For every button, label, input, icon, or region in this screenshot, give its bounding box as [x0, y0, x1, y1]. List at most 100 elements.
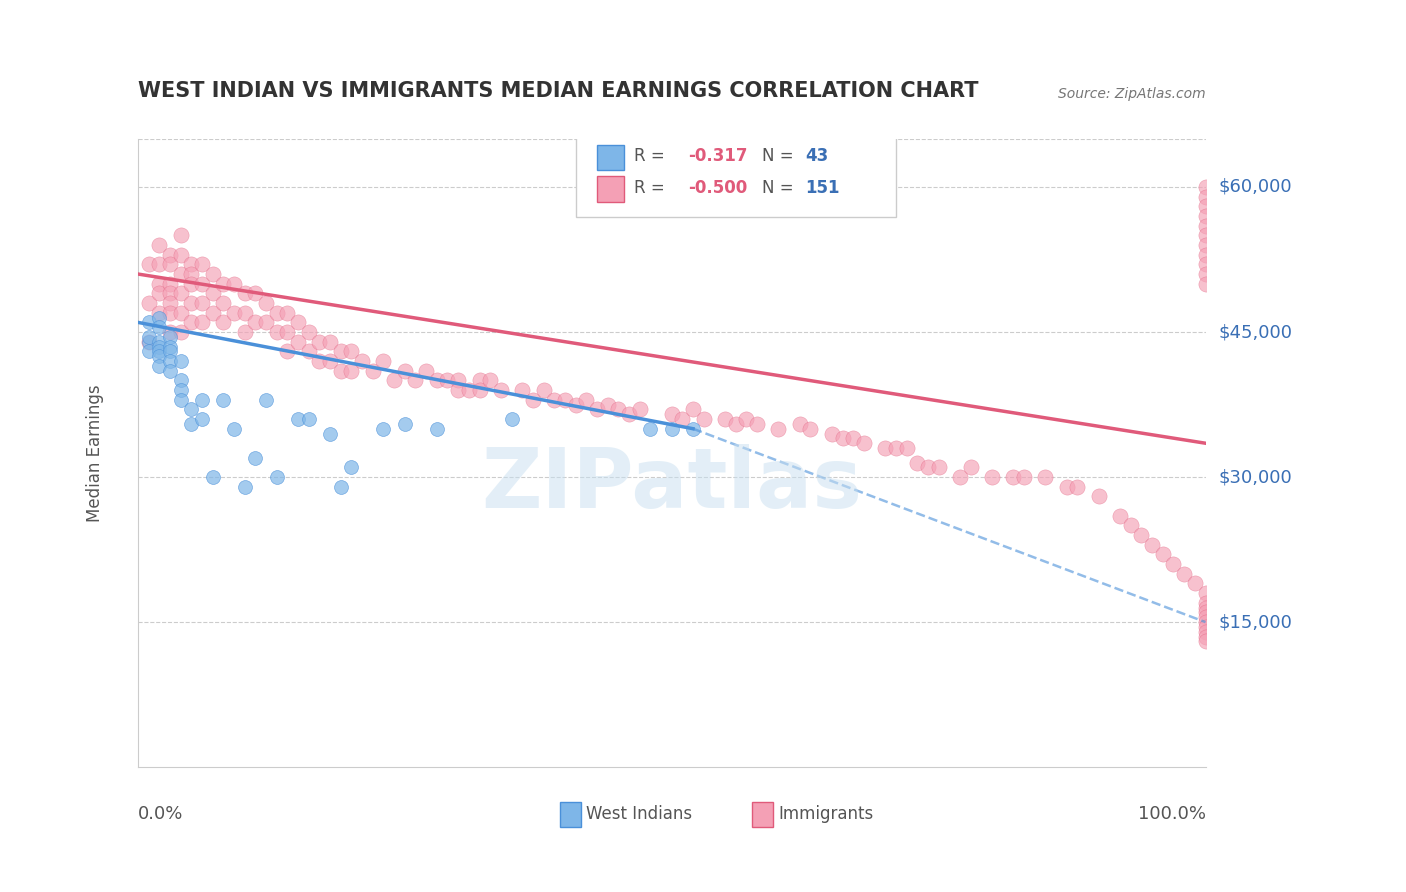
Point [266, 470, 288, 484]
Point [1194, 586, 1216, 600]
Point [1194, 209, 1216, 223]
Point [501, 412, 523, 426]
Point [212, 277, 235, 291]
Point [180, 277, 202, 291]
Point [896, 441, 918, 455]
Point [308, 334, 330, 349]
Point [159, 339, 181, 353]
Point [447, 383, 470, 397]
Point [287, 412, 309, 426]
Point [148, 349, 170, 363]
Point [212, 296, 235, 310]
Point [138, 257, 160, 271]
Point [1194, 596, 1216, 610]
Point [276, 325, 298, 339]
Point [682, 422, 704, 436]
Point [169, 325, 191, 339]
Point [245, 315, 267, 329]
Point [1194, 199, 1216, 213]
Point [148, 310, 170, 325]
Text: 100.0%: 100.0% [1137, 805, 1205, 822]
Point [1194, 277, 1216, 291]
Point [159, 364, 181, 378]
Point [1119, 518, 1142, 533]
Point [682, 402, 704, 417]
Point [212, 392, 235, 407]
Point [180, 402, 202, 417]
Point [640, 422, 662, 436]
Point [138, 330, 160, 344]
Point [768, 422, 790, 436]
Point [1194, 248, 1216, 262]
Text: $45,000: $45,000 [1219, 323, 1292, 341]
Text: Immigrants: Immigrants [779, 805, 873, 823]
Point [628, 402, 651, 417]
Point [1194, 600, 1216, 615]
Point [661, 407, 683, 421]
Point [543, 392, 565, 407]
Point [191, 315, 214, 329]
Point [852, 436, 875, 450]
Point [222, 422, 245, 436]
FancyBboxPatch shape [575, 129, 896, 218]
Point [1194, 606, 1216, 620]
Point [329, 364, 352, 378]
Text: 151: 151 [806, 178, 839, 196]
FancyBboxPatch shape [598, 145, 624, 170]
Point [1194, 189, 1216, 203]
Point [884, 441, 907, 455]
Point [159, 306, 181, 320]
Point [415, 364, 437, 378]
Point [148, 339, 170, 353]
Point [319, 426, 342, 441]
Point [148, 286, 170, 301]
Point [191, 296, 214, 310]
Point [329, 344, 352, 359]
Point [1194, 257, 1216, 271]
Point [159, 286, 181, 301]
Point [575, 392, 598, 407]
Point [148, 306, 170, 320]
Point [169, 306, 191, 320]
Text: WEST INDIAN VS IMMIGRANTS MEDIAN EARNINGS CORRELATION CHART: WEST INDIAN VS IMMIGRANTS MEDIAN EARNING… [138, 81, 979, 101]
Point [169, 383, 191, 397]
Text: 0.0%: 0.0% [138, 805, 183, 822]
Point [671, 412, 693, 426]
Point [1173, 566, 1195, 581]
Point [821, 426, 844, 441]
Point [447, 373, 470, 387]
Point [533, 383, 555, 397]
Point [1194, 610, 1216, 624]
Point [329, 480, 352, 494]
Point [201, 267, 224, 281]
Point [138, 344, 160, 359]
Point [212, 315, 235, 329]
Point [745, 417, 768, 431]
Point [148, 257, 170, 271]
Point [361, 364, 384, 378]
Point [180, 417, 202, 431]
Point [1012, 470, 1035, 484]
Point [949, 470, 972, 484]
Point [169, 267, 191, 281]
Point [148, 334, 170, 349]
Point [564, 398, 586, 412]
Point [138, 334, 160, 349]
Point [928, 460, 950, 475]
Text: $15,000: $15,000 [1219, 613, 1292, 632]
Point [319, 334, 342, 349]
Point [373, 354, 395, 368]
Point [245, 450, 267, 465]
Point [1130, 528, 1153, 542]
Point [159, 296, 181, 310]
Point [308, 354, 330, 368]
Point [287, 334, 309, 349]
Point [159, 277, 181, 291]
Point [1194, 238, 1216, 252]
Point [373, 422, 395, 436]
Point [1194, 615, 1216, 629]
Point [276, 306, 298, 320]
Text: R =: R = [634, 178, 665, 196]
Point [148, 344, 170, 359]
Text: N =: N = [762, 147, 794, 165]
